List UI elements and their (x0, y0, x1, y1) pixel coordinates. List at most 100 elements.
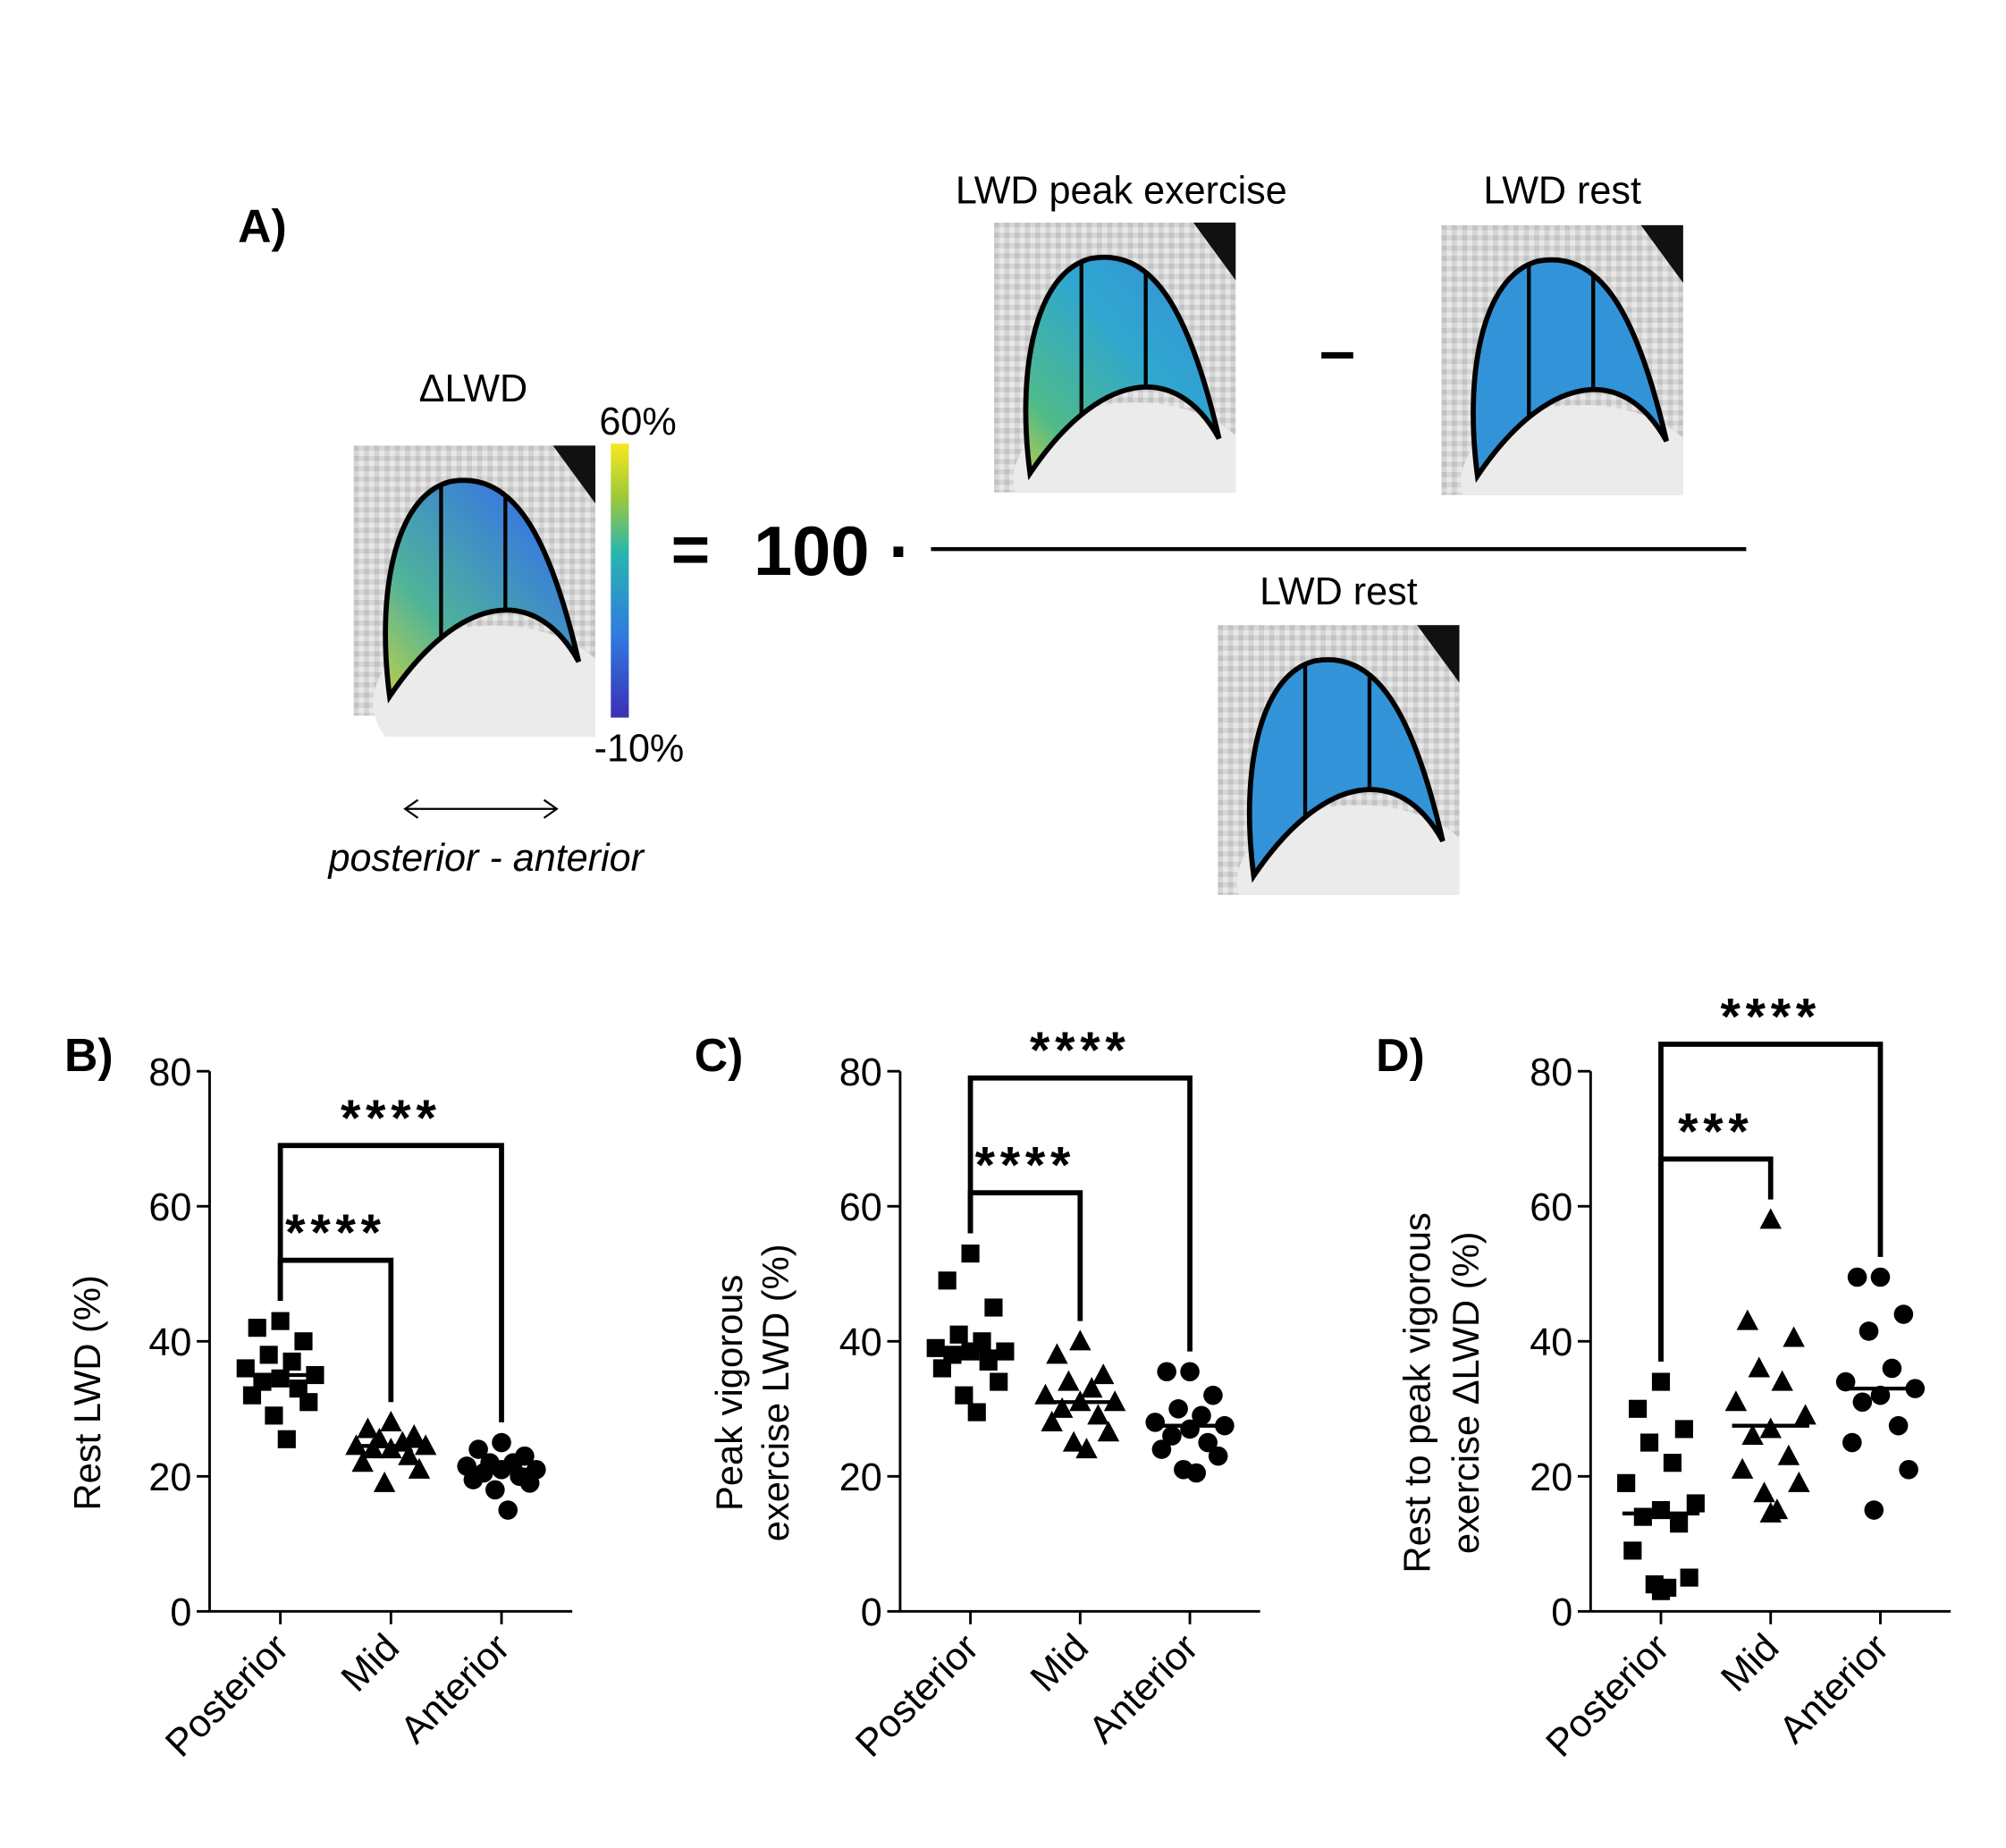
data-point (955, 1386, 974, 1405)
x-tick-label: Mid (1023, 1626, 1097, 1700)
data-point (271, 1369, 290, 1388)
data-point (294, 1332, 313, 1351)
panel-label: D) (1376, 1029, 1425, 1081)
data-point (990, 1372, 1008, 1391)
data-point (357, 1417, 379, 1439)
data-point (1208, 1446, 1228, 1466)
data-point (938, 1271, 957, 1290)
data-point (1651, 1582, 1671, 1600)
data-point (1050, 1397, 1074, 1418)
y-axis-label: Peak vigorous (708, 1275, 750, 1511)
data-point (1617, 1473, 1636, 1492)
y-tick-label: 0 (1551, 1591, 1572, 1634)
data-point (380, 1410, 402, 1431)
y-tick-label: 80 (839, 1051, 882, 1094)
y-tick-label: 0 (170, 1591, 191, 1634)
lung-image (354, 445, 618, 780)
data-point (1759, 1501, 1782, 1523)
dot-plot: C) 0 20 40 60 80 Peak vigorous exercise LWD (%)… (695, 1022, 1260, 1766)
data-point (351, 1451, 374, 1472)
data-point (1180, 1419, 1200, 1439)
data-point (932, 1359, 951, 1378)
x-tick-label: Posterior (157, 1626, 297, 1766)
data-point (1788, 1471, 1810, 1492)
y-axis-label: exercise LWD (%) (754, 1244, 796, 1541)
data-point (1670, 1515, 1689, 1533)
x-tick-label: Mid (1713, 1626, 1787, 1700)
data-point (1741, 1424, 1764, 1446)
data-point (1046, 1343, 1068, 1364)
data-point (1087, 1404, 1109, 1425)
data-point (248, 1319, 266, 1337)
y-axis-label: Rest LWD (%) (66, 1275, 108, 1510)
data-point (1192, 1405, 1211, 1426)
data-point (380, 1438, 402, 1459)
y-tick-label: 60 (839, 1186, 882, 1229)
data-point (468, 1439, 488, 1459)
data-point (1062, 1430, 1085, 1452)
image-title: LWD rest (1483, 169, 1641, 212)
significance-label: **** (341, 1090, 442, 1147)
x-tick-label: Mid (333, 1626, 408, 1700)
data-point (1731, 1457, 1754, 1479)
data-point (1145, 1413, 1166, 1432)
data-point (1623, 1541, 1642, 1560)
data-point (1041, 1410, 1063, 1431)
data-point (1680, 1568, 1698, 1587)
data-point (498, 1500, 518, 1520)
data-point (271, 1312, 290, 1330)
significance-label: **** (1720, 988, 1821, 1045)
y-axis-label: Rest to peak vigorous (1396, 1212, 1438, 1573)
data-point (1899, 1459, 1918, 1480)
data-point (373, 1471, 396, 1492)
significance-label: *** (1678, 1103, 1753, 1160)
data-point (1842, 1432, 1862, 1453)
image-title: ΔLWD (419, 367, 527, 410)
y-tick-label: 40 (839, 1321, 882, 1364)
data-point (1864, 1500, 1884, 1520)
significance-bracket (1658, 1042, 1884, 1362)
data-point (984, 1298, 1003, 1317)
panel-label: C) (695, 1029, 744, 1081)
data-point (1651, 1500, 1671, 1520)
y-tick-label: 40 (1530, 1321, 1572, 1364)
data-point (949, 1325, 968, 1344)
data-point (1686, 1494, 1705, 1513)
data-point (1882, 1358, 1902, 1379)
data-point (1092, 1363, 1115, 1385)
y-tick-label: 60 (1530, 1186, 1572, 1229)
data-point (1186, 1463, 1207, 1483)
dot-plot: B) 0 20 40 60 80 Rest LWD (%) Posterior MidAnter… (64, 1029, 573, 1766)
data-point (1069, 1329, 1092, 1351)
data-point (1663, 1454, 1682, 1472)
factor: 100 · (754, 513, 912, 590)
y-tick-label: 20 (839, 1456, 882, 1499)
y-tick-label: 80 (1530, 1051, 1572, 1094)
y-tick-label: 0 (861, 1591, 882, 1634)
data-point (961, 1245, 980, 1263)
dot-plot: D) 0 20 40 60 80 Rest to peak vigorous exercise… (1376, 988, 1951, 1766)
data-point (398, 1444, 420, 1465)
data-point (1075, 1438, 1098, 1459)
x-tick-label: Posterior (1538, 1626, 1678, 1766)
data-point (1168, 1398, 1188, 1419)
data-point (1888, 1415, 1909, 1436)
data-point (1870, 1267, 1891, 1287)
data-point (1893, 1304, 1914, 1324)
y-tick-label: 60 (148, 1186, 191, 1229)
data-point (259, 1346, 278, 1364)
direction-arrow (403, 798, 559, 819)
data-point (492, 1432, 511, 1453)
panel-a: A) ΔLWD 60% -10% posterior - anterior = … (238, 169, 1747, 959)
data-point (1847, 1267, 1867, 1287)
data-point (402, 1424, 426, 1446)
data-point (1783, 1326, 1805, 1347)
data-point (485, 1480, 505, 1500)
axis-note: posterior - anterior (327, 837, 645, 880)
x-tick-label: Posterior (847, 1626, 987, 1766)
data-point (1180, 1362, 1200, 1382)
data-point (299, 1393, 318, 1412)
data-point (1633, 1507, 1652, 1526)
data-point (1748, 1356, 1771, 1378)
